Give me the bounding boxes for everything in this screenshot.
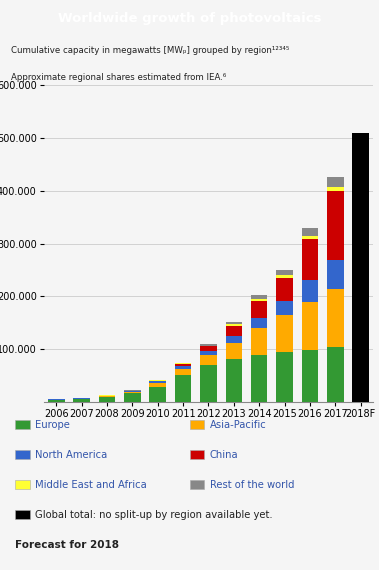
Bar [302,239,318,280]
Bar [327,187,343,191]
Bar [276,301,293,315]
Bar [48,400,64,402]
Bar [327,289,343,347]
Bar [251,328,268,356]
Bar [149,383,166,386]
Bar [190,481,204,490]
Bar [226,343,242,359]
Bar [226,359,242,402]
Bar [124,392,141,393]
Bar [175,366,191,369]
Bar [226,322,242,324]
Bar [302,236,318,239]
Bar [15,481,30,490]
Text: Worldwide growth of photovoltaics: Worldwide growth of photovoltaics [58,12,321,25]
Text: Rest of the world: Rest of the world [210,480,294,490]
Bar [276,352,293,402]
Bar [251,295,268,299]
Text: Cumulative capacity in megawatts [MWₚ] grouped by region¹²³⁴⁵: Cumulative capacity in megawatts [MWₚ] g… [11,46,290,55]
Text: North America: North America [35,450,108,460]
Bar [302,280,318,302]
Bar [327,347,343,402]
Bar [302,349,318,402]
Bar [251,356,268,402]
Bar [99,396,115,397]
Bar [124,393,141,402]
Text: Europe: Europe [35,420,70,430]
Bar [276,278,293,301]
Bar [190,450,204,459]
Bar [251,318,268,328]
Text: Asia-Pacific: Asia-Pacific [210,420,266,430]
Text: Approximate regional shares estimated from IEA.⁶: Approximate regional shares estimated fr… [11,72,227,82]
Bar [276,275,293,278]
Bar [327,177,343,187]
Bar [149,386,166,402]
Bar [149,381,166,383]
Bar [327,260,343,289]
Bar [251,299,268,300]
Bar [200,345,217,347]
Text: China: China [210,450,238,460]
Bar [175,363,191,364]
Bar [15,450,30,459]
Bar [251,300,268,318]
Bar [226,326,242,336]
Bar [200,347,217,351]
Bar [15,420,30,429]
Bar [200,365,217,402]
Bar [226,336,242,343]
Bar [190,420,204,429]
Bar [15,510,30,519]
Bar [226,324,242,326]
Bar [276,315,293,352]
Bar [175,369,191,375]
Bar [200,356,217,365]
Bar [175,364,191,366]
Bar [175,375,191,402]
Bar [99,397,115,402]
Bar [302,302,318,349]
Bar [276,270,293,275]
Bar [124,391,141,392]
Bar [74,399,90,402]
Text: Forecast for 2018: Forecast for 2018 [15,540,119,550]
Bar [302,229,318,236]
Bar [200,351,217,356]
Bar [327,191,343,260]
Bar [352,133,369,402]
Bar [200,344,217,345]
Text: Middle East and Africa: Middle East and Africa [35,480,147,490]
Text: Global total: no split-up by region available yet.: Global total: no split-up by region avai… [35,510,273,520]
